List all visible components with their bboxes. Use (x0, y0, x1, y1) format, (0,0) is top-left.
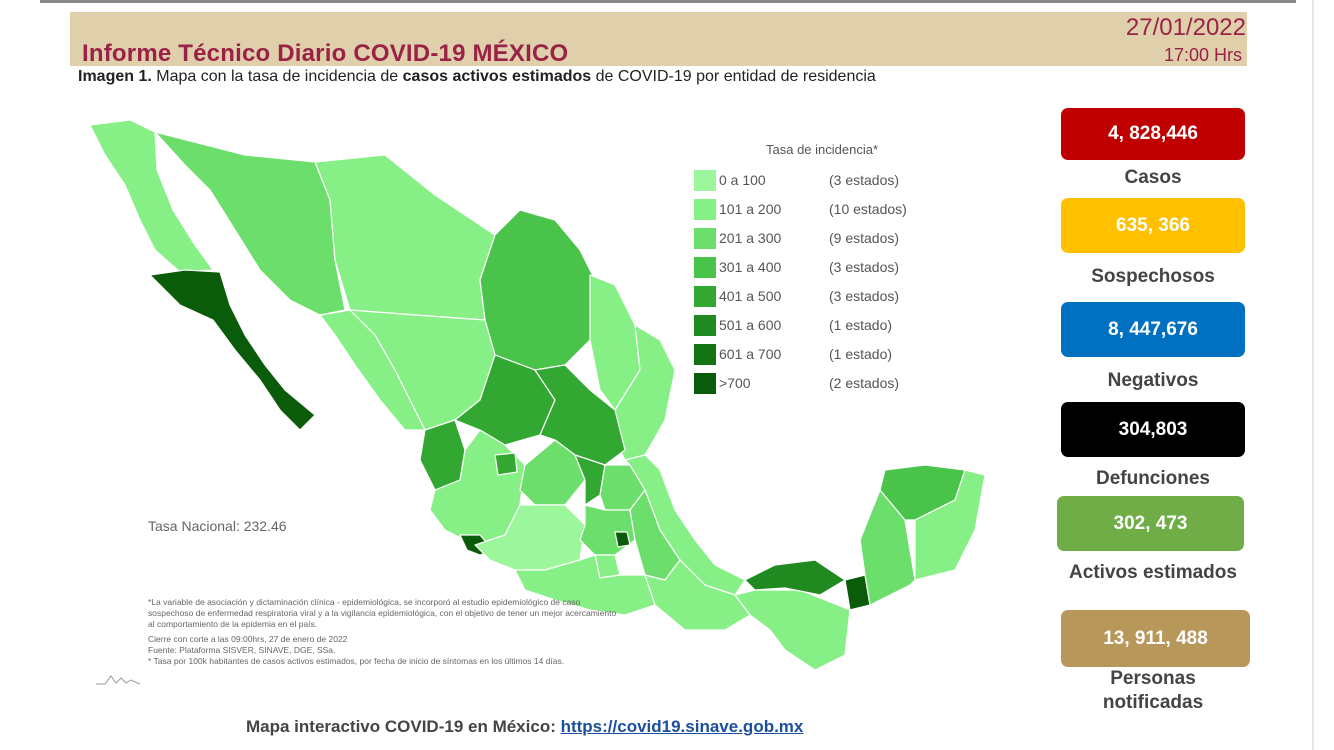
legend-range: 301 a 400 (719, 259, 782, 275)
footnote-source: Fuente: Plataforma SISVER, SINAVE, DGE, … (148, 645, 336, 655)
stat-label-defunciones: Defunciones (1095, 468, 1211, 489)
report-date: 27/01/2022 (1125, 14, 1246, 41)
signature-mark (96, 675, 141, 685)
legend-count: (2 estados) (829, 375, 900, 391)
national-rate: Tasa Nacional: 232.46 (148, 518, 287, 534)
state-coahuila (479, 209, 596, 371)
stat-box-activos: 302, 473 (1057, 496, 1244, 551)
legend-swatch (694, 344, 716, 365)
legend-count: (10 estados) (829, 201, 907, 217)
caption-bold: casos activos estimados (402, 68, 592, 85)
state-guanajuato (519, 439, 586, 506)
legend-swatch (694, 170, 716, 191)
legend-range: 601 a 700 (719, 346, 782, 362)
legend-count: (1 estado) (829, 346, 893, 362)
stat-box-defunciones: 304,803 (1061, 402, 1245, 457)
legend-range: 401 a 500 (719, 288, 782, 304)
state-nayarit (419, 419, 466, 491)
stat-value: 13, 911, 488 (1103, 627, 1208, 649)
legend-swatch (694, 257, 716, 278)
legend-swatch (694, 228, 716, 249)
figure-caption: Imagen 1. Mapa con la tasa de incidencia… (78, 68, 876, 86)
state-queretaro (574, 454, 606, 506)
state-baja-california-sur (149, 269, 316, 431)
map-link[interactable]: https://covid19.sinave.gob.mx (560, 717, 804, 736)
state-quintana-roo (914, 469, 986, 581)
footnote-cutoff: Cierre con corte a las 09:00hrs, 27 de e… (148, 634, 348, 644)
legend-swatch (694, 286, 716, 307)
legend-title: Tasa de incidencia* (766, 142, 879, 157)
stat-box-personas: 13, 911, 488 (1061, 610, 1250, 667)
legend-range: >700 (719, 375, 751, 391)
legend-swatch (694, 373, 716, 394)
stat-label-casos: Casos (1124, 167, 1182, 188)
stat-box-sospechosos: 635, 366 (1061, 198, 1245, 253)
report-time: 17:00 Hrs (1163, 45, 1242, 65)
stat-box-casos: 4, 828,446 (1061, 108, 1245, 160)
legend-range: 0 a 100 (719, 172, 766, 188)
legend-count: (3 estados) (829, 172, 900, 188)
state-tabasco (744, 559, 846, 596)
caption-text-1: Mapa con la tasa de incidencia de (151, 68, 403, 85)
stat-value: 4, 828,446 (1108, 123, 1198, 144)
legend-range: 501 a 600 (719, 317, 782, 333)
stat-label-personas: Personas notificadas (1102, 668, 1204, 713)
top-border (40, 0, 1296, 3)
footer-text: Mapa interactivo COVID-19 en México: (246, 717, 561, 736)
legend-count: (3 estados) (829, 288, 900, 304)
legend-count: (1 estado) (829, 317, 893, 333)
legend-count: (3 estados) (829, 259, 900, 275)
stat-value: 8, 447,676 (1108, 318, 1198, 340)
legend-swatch (694, 315, 716, 336)
footnote-methodology: *La variable de asociación y dictaminaci… (148, 597, 617, 629)
legend-count: (9 estados) (829, 230, 900, 246)
stat-label-negativos: Negativos (1107, 370, 1199, 391)
stat-value: 304,803 (1118, 418, 1188, 440)
legend-swatch (694, 199, 716, 220)
state-aguascalientes (494, 452, 518, 476)
report-title: Informe Técnico Diario COVID-19 MÉXICO (82, 40, 569, 67)
header-band (70, 12, 1247, 66)
stat-label-sospechosos: Sospechosos (1091, 266, 1215, 287)
caption-label: Imagen 1. (78, 68, 152, 85)
footer: Mapa interactivo COVID-19 en México: htt… (246, 717, 803, 737)
stat-label-activos: Activos estimados (1069, 562, 1237, 583)
legend-range: 101 a 200 (719, 201, 782, 217)
legend-range: 201 a 300 (719, 230, 782, 246)
state-cdmx (614, 531, 631, 548)
stat-box-negativos: 8, 447,676 (1061, 302, 1245, 357)
state-mexico (579, 504, 636, 556)
mexico-map (89, 119, 986, 670)
page-edge (1312, 0, 1314, 750)
footnotes: *La variable de asociación y dictaminaci… (148, 597, 618, 667)
state-chiapas (734, 589, 851, 670)
stat-value: 302, 473 (1113, 512, 1188, 534)
stat-value: 635, 366 (1116, 214, 1190, 236)
footnote-rate: * Tasa por 100k habitantes de casos acti… (148, 656, 565, 666)
caption-text-2: de COVID-19 por entidad de residencia (591, 68, 876, 85)
